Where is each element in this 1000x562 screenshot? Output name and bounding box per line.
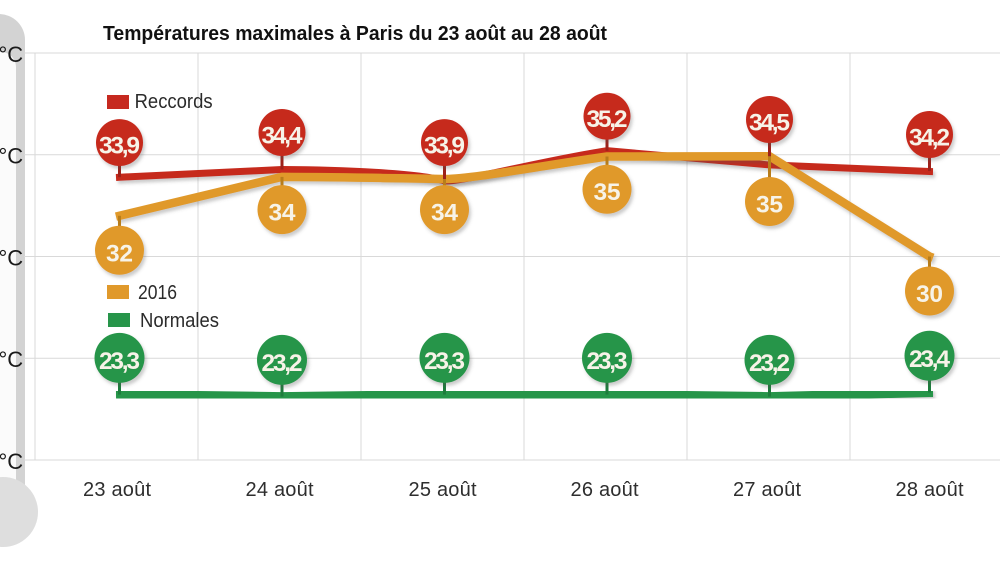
svg-text:23,2: 23,2 xyxy=(262,350,303,377)
svg-text:24 août: 24 août xyxy=(246,479,314,501)
svg-text:34: 34 xyxy=(269,200,296,227)
svg-text:28 août: 28 août xyxy=(896,479,964,501)
svg-text:23 août: 23 août xyxy=(83,479,151,501)
svg-text:°C: °C xyxy=(0,347,23,372)
svg-text:Températures maximales à Paris: Températures maximales à Paris du 23 aoû… xyxy=(103,23,607,45)
svg-text:34,4: 34,4 xyxy=(262,123,303,150)
svg-text:°C: °C xyxy=(0,144,23,169)
svg-text:Reccords: Reccords xyxy=(135,91,213,113)
svg-text:34: 34 xyxy=(431,200,458,227)
svg-text:23,3: 23,3 xyxy=(424,348,465,375)
svg-text:34,5: 34,5 xyxy=(749,110,790,137)
svg-text:30: 30 xyxy=(916,281,943,308)
svg-text:25 août: 25 août xyxy=(409,479,477,501)
svg-text:35: 35 xyxy=(594,179,621,206)
svg-text:2016: 2016 xyxy=(138,282,177,304)
svg-text:32: 32 xyxy=(106,240,133,267)
svg-text:23,3: 23,3 xyxy=(587,348,628,375)
svg-text:°C: °C xyxy=(0,42,23,67)
svg-text:27 août: 27 août xyxy=(733,479,801,501)
svg-text:°C: °C xyxy=(0,246,23,271)
svg-text:°C: °C xyxy=(0,449,23,474)
svg-text:23,2: 23,2 xyxy=(749,350,790,377)
svg-text:33,9: 33,9 xyxy=(99,133,140,160)
svg-text:23,4: 23,4 xyxy=(909,346,950,373)
svg-text:23,3: 23,3 xyxy=(99,348,140,375)
svg-text:35: 35 xyxy=(756,192,783,219)
svg-text:33,9: 33,9 xyxy=(424,133,465,160)
svg-text:Normales: Normales xyxy=(140,310,219,332)
svg-text:34,2: 34,2 xyxy=(909,125,950,152)
svg-text:35,2: 35,2 xyxy=(587,106,628,133)
svg-text:26 août: 26 août xyxy=(571,479,639,501)
